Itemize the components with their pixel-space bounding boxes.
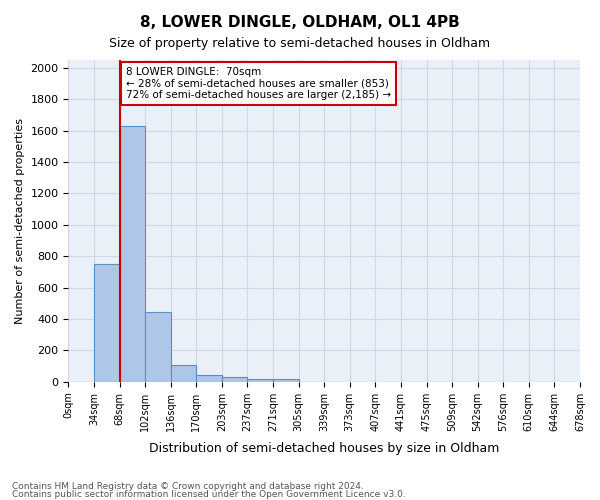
Y-axis label: Number of semi-detached properties: Number of semi-detached properties (15, 118, 25, 324)
Text: Contains public sector information licensed under the Open Government Licence v3: Contains public sector information licen… (12, 490, 406, 499)
Bar (171, 364, 196, 382)
Bar (222, 377, 247, 382)
Bar (145, 312, 171, 382)
Text: 8 LOWER DINGLE:  70sqm
← 28% of semi-detached houses are smaller (853)
72% of se: 8 LOWER DINGLE: 70sqm ← 28% of semi-deta… (126, 67, 391, 100)
Bar (196, 374, 222, 382)
Bar (247, 378, 273, 382)
Bar (94, 264, 119, 382)
Bar (119, 126, 145, 382)
Text: Contains HM Land Registry data © Crown copyright and database right 2024.: Contains HM Land Registry data © Crown c… (12, 482, 364, 491)
Text: 8, LOWER DINGLE, OLDHAM, OL1 4PB: 8, LOWER DINGLE, OLDHAM, OL1 4PB (140, 15, 460, 30)
X-axis label: Distribution of semi-detached houses by size in Oldham: Distribution of semi-detached houses by … (149, 442, 499, 455)
Text: Size of property relative to semi-detached houses in Oldham: Size of property relative to semi-detach… (109, 38, 491, 51)
Bar (273, 378, 299, 382)
